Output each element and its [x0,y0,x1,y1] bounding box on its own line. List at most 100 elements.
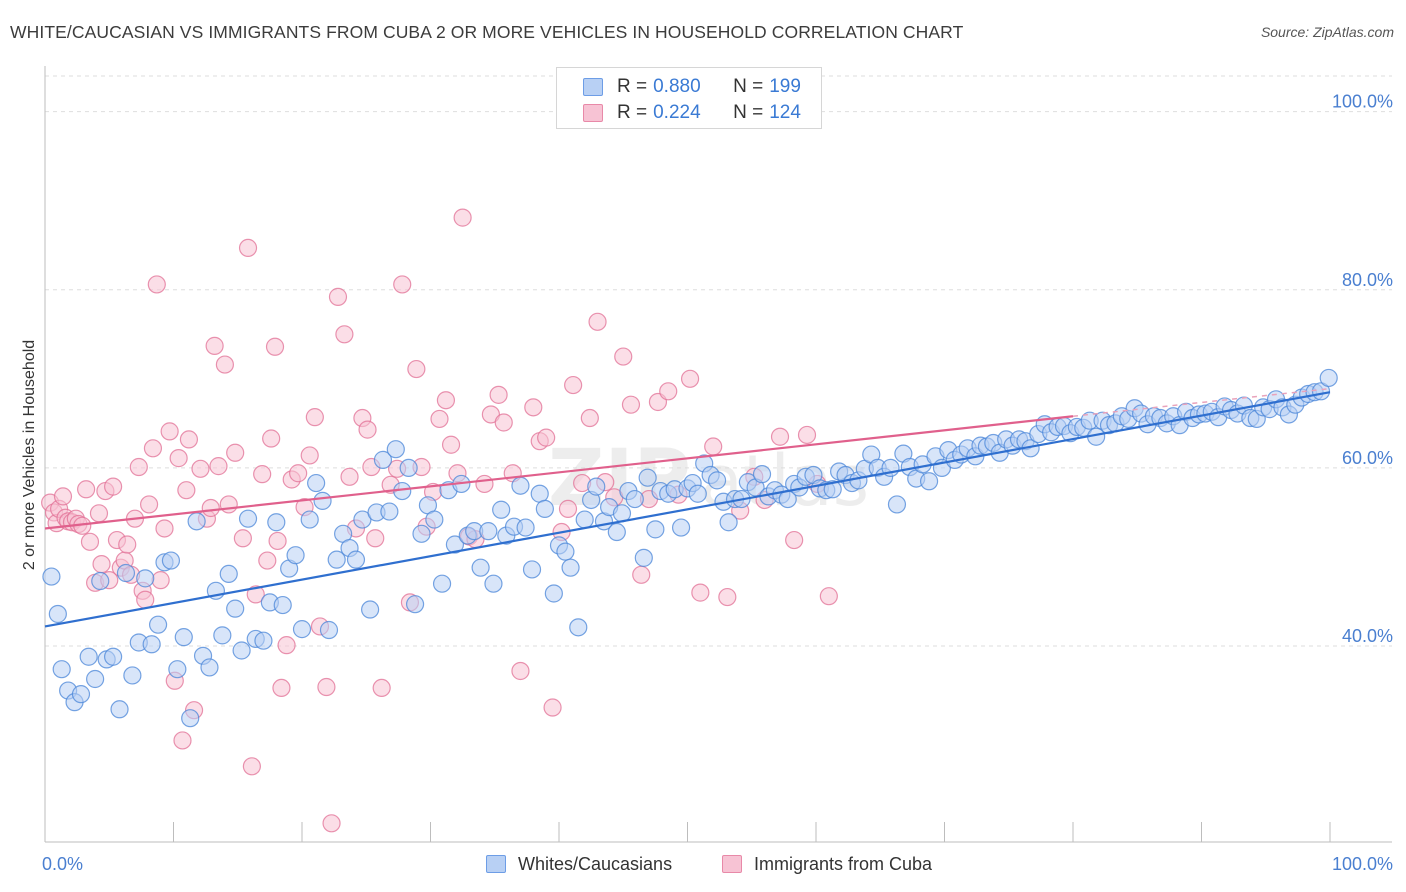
data-point [634,548,653,567]
data-point [273,595,292,615]
data-point [213,626,232,645]
data-point [625,489,644,509]
data-point [143,439,163,458]
data-point [219,564,238,584]
data-point [86,669,105,689]
data-point [177,481,196,500]
data-point [233,529,252,548]
data-point [201,498,220,518]
data-point [475,474,494,494]
data-point [575,510,594,529]
data-point [543,698,562,717]
r-label: R = [617,76,648,97]
data-point [219,495,238,514]
data-point [187,512,206,531]
trend-line-cuba-extension [1072,387,1331,417]
data-point [205,336,224,355]
data-point [646,520,665,539]
data-point [489,385,508,404]
data-point [42,567,61,586]
data-point [80,532,100,551]
r-value: 0.880 [653,76,701,97]
data-point [52,660,71,679]
data-point [511,661,530,681]
data-point [173,731,192,750]
x-tick-label: 100.0% [1332,854,1393,874]
data-point [160,422,179,441]
data-point [77,480,96,499]
legend-item-cuba[interactable]: Immigrants from Cuba [722,852,932,876]
data-point [89,504,109,523]
data-point [136,569,155,588]
stats-row-cuba: R = 0.224 N = 124 [583,101,801,125]
data-point [139,495,159,514]
data-point [479,522,498,541]
chart-title: WHITE/CAUCASIAN VS IMMIGRANTS FROM CUBA … [10,22,964,42]
data-point [544,584,563,603]
n-value: 124 [769,102,801,123]
source-label: Source: ZipAtlas.com [1260,24,1394,40]
data-point [399,458,418,478]
data-point [129,457,148,477]
data-point [238,509,258,528]
data-point [226,443,245,462]
data-point [561,558,580,577]
data-point [191,459,210,478]
data-point [691,583,710,602]
data-point [537,428,556,447]
data-point [361,600,380,619]
data-point [262,429,281,448]
data-point [79,647,98,666]
data-point [151,571,170,590]
data-point [254,631,273,650]
data-point [587,477,606,496]
data-point [313,491,332,510]
data-point [569,618,588,637]
data-point [386,440,405,459]
data-point [380,502,399,521]
data-point [110,700,129,719]
trend-line-whites [44,391,1331,628]
y-tick-label: 40.0% [1342,626,1393,646]
data-point [558,499,578,518]
data-point [340,467,359,486]
data-point [797,425,817,445]
data-point [53,487,73,506]
data-point [707,471,727,490]
data-point [481,405,500,424]
data-point [258,551,277,570]
y-tick-label: 60.0% [1342,448,1393,468]
data-point [155,519,174,538]
data-point [752,465,772,484]
data-point [104,647,123,666]
data-point [123,666,142,685]
stats-swatch-whites [583,78,603,96]
data-point [524,398,543,417]
data-point [322,814,341,833]
data-point [289,464,308,483]
data-point [484,574,503,593]
data-point [253,465,272,484]
data-point [719,513,738,532]
legend-label-whites: Whites/Caucasians [518,853,673,874]
data-point [169,449,188,468]
data-point [638,468,657,487]
y-axis-label: 2 or more Vehicles in Household [21,340,38,570]
data-point [209,457,228,476]
legend-item-whites[interactable]: Whites/Caucasians [486,852,672,876]
data-point [179,430,199,449]
data-point [174,628,193,647]
data-point [181,709,200,728]
data-point [614,347,633,366]
data-point [305,408,324,427]
data-point [116,563,136,583]
data-point [453,208,472,227]
data-point [407,359,426,379]
grid-lines [45,75,1392,647]
data-point [232,641,251,660]
trend-line-cuba [44,415,1074,530]
data-point [680,369,700,388]
x-tick-label: 0.0% [42,854,83,874]
data-point [659,382,678,401]
